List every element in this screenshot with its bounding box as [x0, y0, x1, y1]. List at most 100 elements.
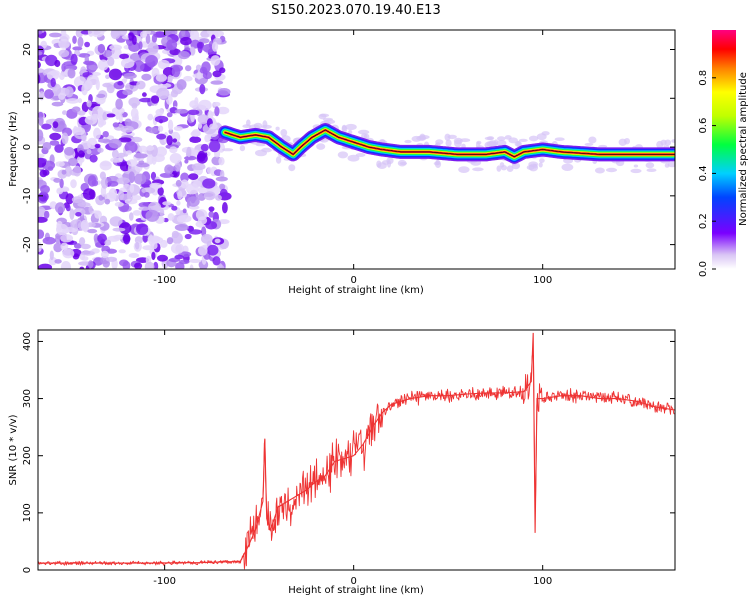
noise-speckle [100, 176, 109, 189]
noise-speckle [38, 116, 44, 126]
noise-speckle [114, 201, 124, 207]
noise-speckle [49, 132, 62, 141]
noise-speckle [126, 159, 138, 167]
ridge-haze [322, 117, 333, 121]
noise-speckle [195, 209, 208, 221]
noise-speckle [58, 49, 70, 58]
noise-speckle [151, 34, 157, 43]
noise-speckle [157, 254, 168, 262]
heat-y-tick-label: -20 [22, 236, 33, 252]
noise-speckle [129, 212, 134, 221]
noise-speckle [84, 115, 98, 125]
noise-speckle [138, 145, 148, 153]
noise-speckle [216, 106, 230, 115]
noise-speckle [214, 106, 220, 117]
noise-speckle [96, 93, 106, 98]
noise-speckle [138, 202, 151, 208]
noise-speckle [177, 190, 183, 200]
noise-speckle [154, 115, 169, 123]
noise-speckle [187, 109, 200, 116]
noise-speckle [200, 143, 209, 152]
noise-speckle [62, 110, 67, 115]
noise-speckle [38, 216, 48, 223]
ridge-haze [554, 137, 565, 141]
noise-speckle [147, 113, 154, 121]
noise-speckle [155, 73, 167, 82]
noise-speckle [188, 229, 203, 235]
noise-speckle [72, 46, 83, 51]
noise-speckle [222, 202, 228, 214]
noise-speckle [109, 44, 122, 51]
ridge-haze [536, 133, 547, 141]
noise-speckle [199, 84, 206, 95]
noise-speckle [125, 150, 132, 155]
noise-speckle [184, 155, 197, 161]
noise-speckle [87, 74, 99, 85]
noise-speckle [120, 58, 135, 69]
noise-speckle [196, 71, 202, 80]
noise-speckle [87, 228, 98, 234]
ridge-haze [404, 139, 412, 144]
noise-speckle [200, 233, 213, 244]
noise-speckle [81, 83, 88, 96]
noise-speckle [86, 222, 96, 228]
noise-speckle [119, 53, 129, 60]
noise-speckle [83, 188, 95, 201]
noise-speckle [135, 241, 140, 250]
noise-speckle [206, 166, 212, 175]
noise-speckle [66, 98, 80, 104]
heat-y-tick-label: 0 [22, 144, 33, 150]
noise-speckle [56, 187, 64, 195]
noise-speckle [210, 55, 221, 66]
noise-speckle [42, 236, 56, 245]
noise-speckle [171, 65, 181, 78]
noise-speckle [167, 74, 173, 83]
noise-speckle [138, 41, 143, 50]
ridge-haze [355, 153, 366, 157]
ridge-haze [518, 138, 528, 142]
noise-speckle [145, 33, 151, 45]
noise-speckle [54, 59, 61, 68]
noise-speckle [105, 256, 118, 262]
noise-speckle [39, 91, 45, 101]
ridge-haze [487, 136, 495, 141]
noise-speckle [218, 157, 225, 166]
noise-speckle [220, 188, 228, 197]
ridge-haze [280, 129, 288, 137]
noise-speckle [38, 157, 47, 164]
noise-speckle [117, 80, 124, 86]
noise-speckle [133, 173, 147, 185]
noise-speckle [93, 233, 99, 243]
ridge-haze [584, 142, 594, 146]
noise-speckle [100, 250, 109, 259]
ridge-haze [561, 163, 574, 171]
noise-speckle [163, 217, 169, 223]
noise-speckle [167, 166, 177, 172]
noise-speckle [49, 70, 60, 76]
spectrogram-y-axis-title: Frequency (Hz) [8, 111, 19, 187]
noise-speckle [202, 43, 215, 53]
heat-y-tick-label: 20 [22, 43, 33, 56]
snr-y-tick-label: 0 [22, 567, 33, 573]
ridge-haze [539, 158, 545, 164]
ridge-haze [316, 143, 326, 150]
noise-speckle [63, 146, 75, 156]
noise-speckle [86, 100, 92, 108]
noise-speckle [182, 208, 187, 214]
noise-speckle [155, 108, 164, 116]
noise-speckle [104, 198, 111, 205]
noise-speckle [61, 169, 67, 175]
noise-speckle [120, 125, 134, 133]
noise-speckle [190, 130, 201, 137]
noise-speckle [178, 214, 192, 223]
noise-speckle [208, 140, 221, 153]
ridge-haze [594, 167, 605, 174]
noise-speckle [88, 64, 98, 71]
ridge-haze [598, 144, 608, 148]
noise-speckle [97, 233, 107, 244]
spectrogram-plot-frame [37, 29, 676, 270]
colorbar-label: Normalized spectral amplitude [738, 72, 749, 226]
noise-speckle [128, 253, 140, 258]
